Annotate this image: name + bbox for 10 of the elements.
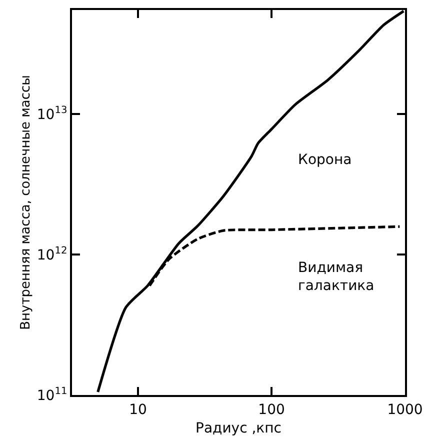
x-tick-label: 1000 <box>387 402 423 418</box>
y-tick-label: 10$^{13}$ <box>36 105 68 123</box>
x-tick-label: 100 <box>258 402 285 418</box>
x-axis-title: Радиус ,кпс <box>196 420 282 437</box>
text: Видимая галактика <box>298 260 374 294</box>
y-axis-title: Внутренняя масса, солнечные массы <box>18 75 34 330</box>
text: Корона <box>298 152 352 168</box>
x-tick-label: 10 <box>129 402 147 418</box>
y-tick-label: 10$^{11}$ <box>36 386 68 404</box>
y-tick-label: 10$^{12}$ <box>36 246 68 264</box>
